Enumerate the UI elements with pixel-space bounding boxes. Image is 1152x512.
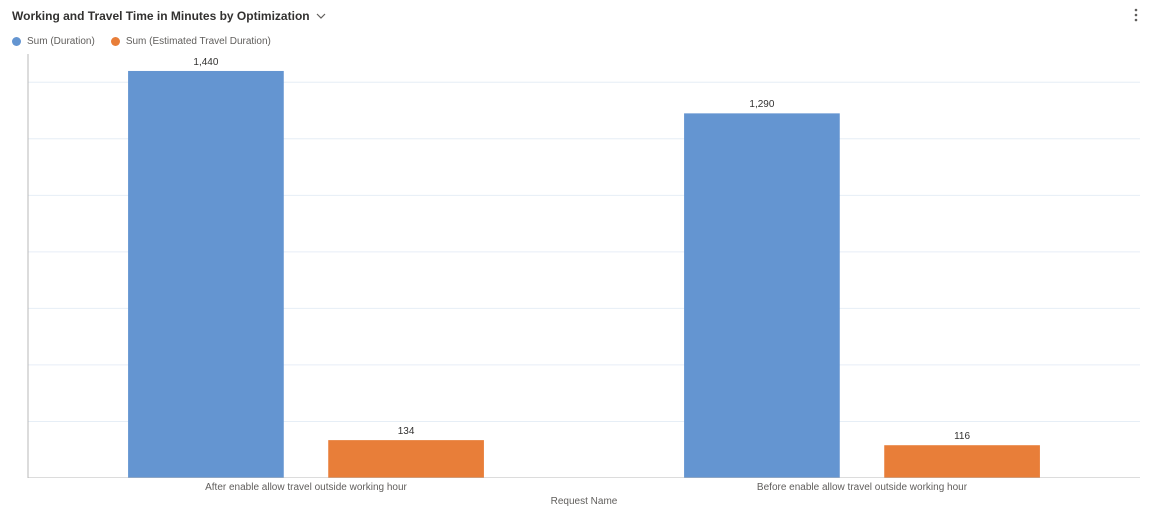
chart-svg xyxy=(12,54,1140,478)
x-axis-title: Request Name xyxy=(551,496,618,507)
chart-title-dropdown[interactable]: Working and Travel Time in Minutes by Op… xyxy=(12,9,326,23)
legend-item[interactable]: Sum (Duration) xyxy=(12,36,95,47)
legend-swatch xyxy=(12,37,21,46)
legend-item[interactable]: Sum (Estimated Travel Duration) xyxy=(111,36,271,47)
legend-label: Sum (Estimated Travel Duration) xyxy=(126,36,271,47)
chevron-down-icon xyxy=(316,11,326,21)
x-category-label: After enable allow travel outside workin… xyxy=(56,482,556,493)
chart-title: Working and Travel Time in Minutes by Op… xyxy=(12,9,310,23)
bar-value-label: 116 xyxy=(954,431,970,442)
more-options-button[interactable] xyxy=(1134,8,1140,24)
bar-value-label: 134 xyxy=(398,426,415,437)
bar-value-label: 1,440 xyxy=(193,57,218,68)
legend-label: Sum (Duration) xyxy=(27,36,95,47)
chart-plot-area: 1,440134After enable allow travel outsid… xyxy=(12,54,1140,478)
legend-swatch xyxy=(111,37,120,46)
x-category-label: Before enable allow travel outside worki… xyxy=(612,482,1112,493)
bar-value-label: 1,290 xyxy=(749,99,774,110)
chart-legend: Sum (Duration) Sum (Estimated Travel Dur… xyxy=(12,34,1140,48)
